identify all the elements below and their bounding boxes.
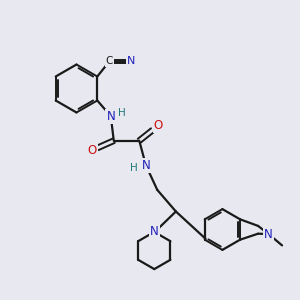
Text: H: H	[130, 163, 138, 173]
Text: H: H	[118, 107, 126, 118]
Text: N: N	[150, 225, 159, 239]
Text: O: O	[154, 118, 163, 132]
Text: N: N	[106, 110, 115, 123]
Text: N: N	[264, 227, 273, 241]
Text: N: N	[142, 159, 150, 172]
Text: C: C	[106, 56, 113, 67]
Text: N: N	[127, 56, 135, 67]
Text: O: O	[88, 144, 97, 157]
